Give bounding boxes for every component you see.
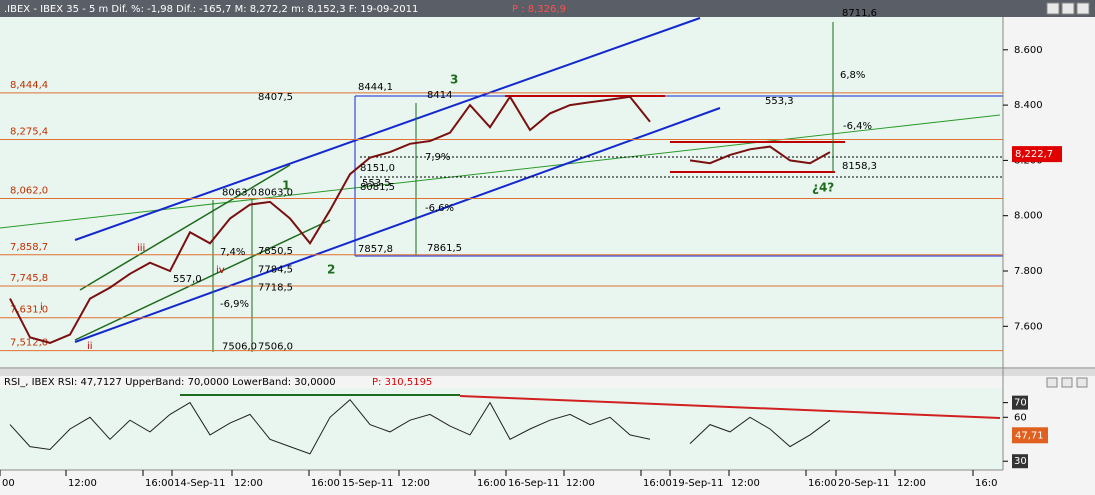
price-note: 7861,5 — [427, 243, 462, 254]
rsi-btn-close[interactable] — [1076, 377, 1088, 388]
rsi-btn-min[interactable] — [1046, 377, 1058, 388]
x-tick-label: 20-Sep-11 — [838, 478, 890, 489]
rsi-panel — [0, 388, 1003, 470]
price-note: 8063,0 — [222, 187, 257, 198]
price-note: 7718,5 — [258, 283, 293, 294]
note: -6,9% — [220, 299, 249, 310]
y-tick-label: 7.800 — [1014, 266, 1043, 277]
btn-min[interactable] — [1046, 2, 1060, 15]
note: iv — [216, 265, 225, 276]
rsi-title: RSI_, IBEX RSI: 47,7127 UpperBand: 70,00… — [4, 377, 336, 388]
x-tick-label: 14-Sep-11 — [174, 478, 226, 489]
price-note: 8711,6 — [842, 8, 877, 19]
price-note: 8444,1 — [358, 82, 393, 93]
level-label: 7,745,8 — [10, 273, 48, 284]
price-note: 7506,0 — [258, 341, 293, 352]
current-box — [1012, 427, 1048, 444]
note: ii — [87, 341, 93, 352]
note: 553,5 — [362, 178, 391, 189]
x-tick-label: 12:00 — [234, 478, 263, 489]
note: 7,9% — [425, 152, 450, 163]
level-label: 7,512,0 — [10, 338, 48, 349]
price-note: 8158,3 — [842, 161, 877, 172]
x-tick-label: 00 — [2, 478, 15, 489]
price-note: 7506,0 — [222, 341, 257, 352]
x-tick-label: 12:00 — [897, 478, 926, 489]
rsi-title-p: P: 310,5195 — [372, 377, 432, 388]
y-tick-label: 70 — [1014, 398, 1027, 409]
price-note: 8081,5 — [360, 182, 395, 193]
price-note: 7857,8 — [358, 244, 393, 255]
level-label: 8,062,0 — [10, 186, 48, 197]
green-channel-top — [79, 164, 291, 291]
series-line — [9, 398, 831, 455]
y-tick-label: 8.400 — [1014, 100, 1043, 111]
channel-top — [74, 17, 701, 241]
note: 1 — [282, 179, 290, 193]
note: -6,6% — [425, 203, 454, 214]
btn-close[interactable] — [1076, 2, 1090, 15]
note: 557,0 — [173, 274, 202, 285]
rsi-trend — [459, 395, 1001, 419]
window-buttons[interactable] — [1046, 2, 1090, 15]
note: 3 — [450, 73, 458, 87]
level-label: 8,444,4 — [10, 80, 48, 91]
x-tick-label: 16:00 — [643, 478, 672, 489]
price-note: 8414 — [427, 90, 452, 101]
y-tick-label: 30 — [1014, 456, 1027, 467]
note: iii — [137, 243, 145, 254]
x-tick-label: 12:00 — [731, 478, 760, 489]
header-last: P : 8,326,9 — [512, 4, 566, 15]
x-tick-label: 16:00 — [311, 478, 340, 489]
y-tick-label: 8.600 — [1014, 45, 1043, 56]
x-tick-label: 16:00 — [808, 478, 837, 489]
current-label: 8,222,7 — [1015, 149, 1053, 160]
price-note: 8407,5 — [258, 92, 293, 103]
level-label: 8,275,4 — [10, 127, 48, 138]
x-tick-label: 12:00 — [68, 478, 97, 489]
title-bar — [0, 0, 1095, 17]
green-channel-bottom — [74, 219, 331, 341]
drawings — [0, 17, 1095, 471]
price-note: 7784,5 — [258, 264, 293, 275]
x-tick-label: 16:00 — [145, 478, 174, 489]
note: i — [40, 302, 43, 313]
rsi-title-bar — [0, 376, 1095, 388]
x-tick-label: 16:00 — [477, 478, 506, 489]
x-tick-label: 15-Sep-11 — [342, 478, 394, 489]
y-tick-label: 8.000 — [1014, 211, 1043, 222]
x-tick-label: 12:00 — [401, 478, 430, 489]
current-label: 47,71 — [1015, 430, 1044, 441]
level-label: 7,858,7 — [10, 242, 48, 253]
y-tick-label: 7.600 — [1014, 321, 1043, 332]
rsi-buttons[interactable] — [1046, 377, 1088, 388]
current-box — [1012, 146, 1062, 163]
level-label: 7,631,0 — [10, 305, 48, 316]
note: 6,8% — [840, 70, 865, 81]
note: 7,4% — [220, 247, 245, 258]
note: ¿4? — [812, 181, 834, 195]
x-tick-label: 16:0 — [975, 478, 997, 489]
price-axis-bg — [1003, 17, 1095, 367]
x-tick-label: 12:00 — [566, 478, 595, 489]
time-axis-bg — [0, 470, 1095, 495]
note: 553,3 — [765, 96, 794, 107]
price-note: 7850,5 — [258, 246, 293, 257]
note: 2 — [327, 263, 335, 277]
note: -6,4% — [843, 121, 872, 132]
tick-box — [1012, 395, 1028, 410]
header-text: .IBEX - IBEX 35 - 5 m Dif. %: -1,98 Dif.… — [4, 4, 418, 15]
channel-bottom — [74, 107, 721, 343]
btn-max[interactable] — [1061, 2, 1075, 15]
series-line — [9, 94, 831, 344]
y-tick-label: 60 — [1014, 412, 1027, 423]
price-note: 8151,0 — [360, 163, 395, 174]
price-note: 8063,0 — [258, 187, 293, 198]
rsi-btn-max[interactable] — [1061, 377, 1073, 388]
tick-box — [1012, 454, 1028, 469]
x-tick-label: 19-Sep-11 — [672, 478, 724, 489]
x-tick-label: 16-Sep-11 — [508, 478, 560, 489]
